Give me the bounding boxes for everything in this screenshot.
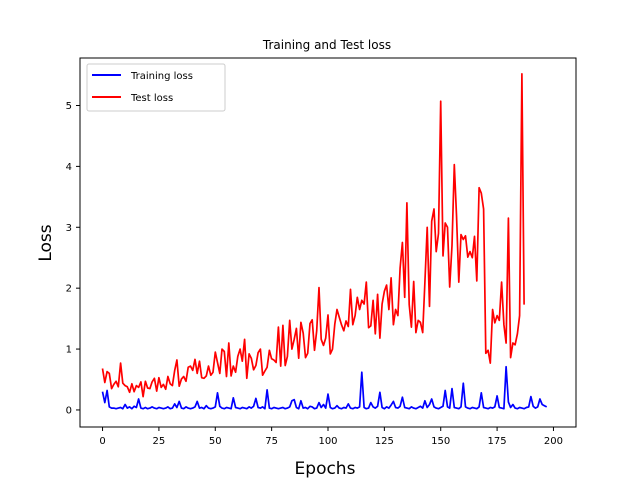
y-tick-label: 1 (66, 345, 72, 356)
y-tick-label: 2 (66, 284, 72, 295)
y-tick-label: 5 (66, 101, 72, 112)
plot-area (101, 72, 548, 410)
x-tick-label: 125 (375, 436, 394, 447)
legend-label-training: Training loss (130, 71, 193, 82)
x-tick-label: 50 (209, 436, 222, 447)
y-axis: 0 1 2 3 4 5 (66, 101, 80, 416)
y-axis-label: Loss (36, 224, 56, 261)
x-tick-label: 200 (544, 436, 563, 447)
x-axis: 0 25 50 75 100 125 150 175 200 (99, 427, 563, 447)
series-line-training-loss (101, 365, 548, 410)
x-axis-label: Epochs (295, 459, 356, 479)
legend-box (86, 63, 226, 112)
x-tick-label: 175 (488, 436, 507, 447)
legend-label-test: Test loss (130, 93, 173, 104)
axes-frame (79, 57, 577, 428)
series-line-test-loss (101, 72, 525, 398)
legend: Training loss Test loss (86, 63, 226, 112)
y-tick-label: 4 (66, 162, 72, 173)
x-tick-label: 75 (265, 436, 278, 447)
y-tick-label: 0 (66, 405, 72, 416)
chart-title: Training and Test loss (262, 38, 391, 52)
x-tick-label: 0 (99, 436, 105, 447)
x-tick-label: 100 (318, 436, 337, 447)
x-tick-label: 25 (153, 436, 166, 447)
x-tick-label: 150 (431, 436, 450, 447)
y-tick-label: 3 (66, 223, 72, 234)
